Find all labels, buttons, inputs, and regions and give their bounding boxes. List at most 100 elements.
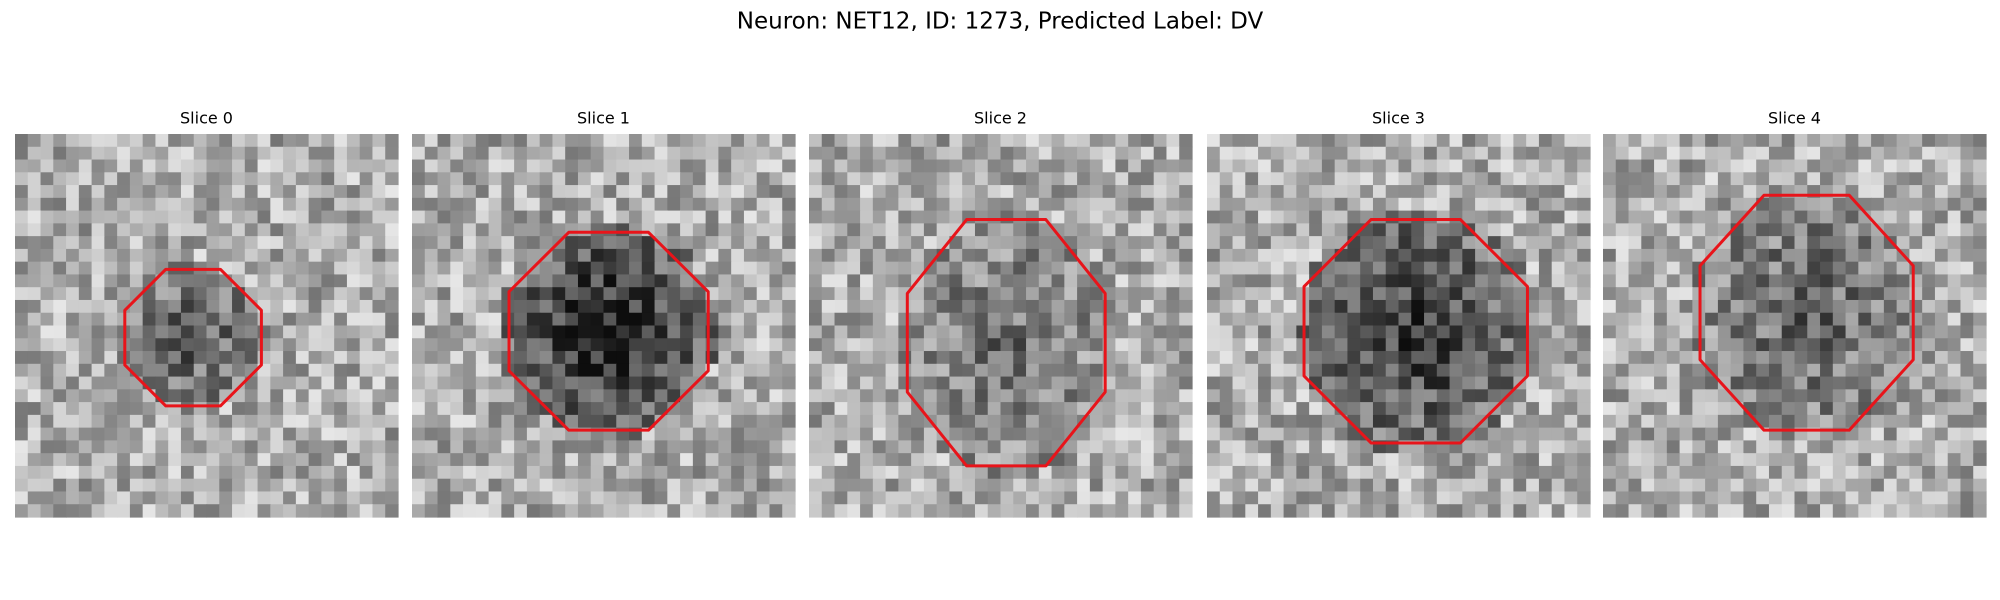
pixel bbox=[488, 146, 502, 161]
pixel bbox=[1232, 363, 1246, 378]
pixel bbox=[1551, 363, 1566, 378]
pixel bbox=[1179, 210, 1193, 224]
pixel bbox=[308, 299, 322, 314]
pixel bbox=[1179, 389, 1193, 403]
pixel bbox=[1603, 363, 1617, 378]
pixel bbox=[860, 197, 874, 212]
pixel bbox=[1436, 172, 1451, 186]
pixel bbox=[1845, 236, 1859, 250]
pixel bbox=[769, 274, 783, 288]
pixel bbox=[936, 172, 951, 186]
pixel bbox=[1666, 299, 1681, 314]
pixel bbox=[539, 504, 554, 518]
pixel bbox=[257, 134, 271, 148]
pixel bbox=[885, 363, 899, 378]
pixel bbox=[1179, 197, 1193, 212]
pixel bbox=[577, 159, 592, 173]
pixel bbox=[385, 414, 399, 429]
pixel bbox=[1947, 159, 1962, 173]
pixel bbox=[1398, 402, 1412, 416]
pixel bbox=[603, 414, 617, 429]
pixel bbox=[232, 185, 246, 199]
pixel bbox=[1730, 134, 1745, 148]
pixel bbox=[1411, 172, 1425, 186]
pixel bbox=[1179, 402, 1193, 416]
pixel bbox=[334, 491, 348, 505]
pixel bbox=[718, 248, 732, 263]
pixel bbox=[1820, 172, 1834, 186]
pixel bbox=[1334, 274, 1349, 288]
pixel bbox=[1487, 363, 1502, 378]
pixel bbox=[923, 134, 938, 148]
pixel bbox=[1153, 134, 1168, 148]
pixel bbox=[193, 210, 208, 224]
pixel bbox=[129, 453, 144, 467]
pixel bbox=[40, 504, 54, 518]
pixel bbox=[1270, 312, 1285, 327]
pixel bbox=[821, 274, 836, 288]
pixel bbox=[15, 414, 29, 429]
pixel bbox=[1219, 491, 1234, 505]
pixel bbox=[1360, 248, 1374, 263]
pixel bbox=[1705, 185, 1719, 199]
pixel bbox=[1128, 338, 1142, 352]
pixel bbox=[1526, 236, 1540, 250]
pixel bbox=[475, 172, 490, 186]
pixel bbox=[629, 325, 643, 339]
pixel bbox=[463, 363, 477, 378]
pixel bbox=[1128, 210, 1142, 224]
pixel bbox=[1960, 414, 1974, 429]
pixel bbox=[117, 210, 131, 224]
pixel bbox=[1309, 453, 1323, 467]
pixel bbox=[1436, 312, 1451, 327]
pixel bbox=[1692, 504, 1706, 518]
pixel bbox=[756, 351, 771, 365]
pixel bbox=[821, 478, 836, 493]
pixel bbox=[692, 325, 707, 339]
pixel bbox=[168, 414, 182, 429]
pixel bbox=[308, 210, 322, 224]
pixel bbox=[1807, 389, 1821, 403]
pixel bbox=[552, 197, 566, 212]
pixel bbox=[117, 236, 131, 250]
pixel bbox=[1781, 325, 1796, 339]
pixel bbox=[885, 261, 899, 276]
pixel bbox=[1179, 427, 1193, 441]
pixel bbox=[834, 351, 848, 365]
pixel bbox=[1283, 274, 1297, 288]
pixel bbox=[15, 159, 29, 173]
pixel bbox=[577, 376, 592, 390]
pixel bbox=[1102, 146, 1116, 161]
pixel bbox=[1679, 453, 1693, 467]
pixel bbox=[1449, 325, 1463, 339]
pixel bbox=[1781, 274, 1796, 288]
pixel bbox=[1781, 478, 1796, 493]
pixel bbox=[1730, 159, 1745, 173]
pixel bbox=[1140, 465, 1155, 480]
pixel bbox=[847, 325, 861, 339]
pixel bbox=[372, 478, 386, 493]
pixel bbox=[847, 299, 861, 314]
pixel bbox=[40, 274, 54, 288]
pixel bbox=[1475, 299, 1489, 314]
pixel bbox=[1679, 338, 1693, 352]
contour bbox=[905, 218, 1107, 468]
pixel bbox=[232, 427, 246, 441]
pixel bbox=[1730, 185, 1745, 199]
pixel bbox=[911, 172, 925, 186]
pixel bbox=[295, 491, 310, 505]
pixel bbox=[1934, 478, 1949, 493]
pixel bbox=[1692, 465, 1706, 480]
pixel bbox=[974, 236, 989, 250]
pixel bbox=[78, 325, 93, 339]
pixel bbox=[424, 312, 439, 327]
pixel bbox=[1692, 478, 1706, 493]
pixel bbox=[1207, 210, 1221, 224]
pixel bbox=[1705, 325, 1719, 339]
pixel bbox=[66, 389, 80, 403]
pixel bbox=[782, 248, 796, 263]
pixel bbox=[1820, 491, 1834, 505]
pixel bbox=[283, 287, 297, 301]
pixel bbox=[1207, 134, 1221, 148]
pixel bbox=[1089, 223, 1104, 237]
